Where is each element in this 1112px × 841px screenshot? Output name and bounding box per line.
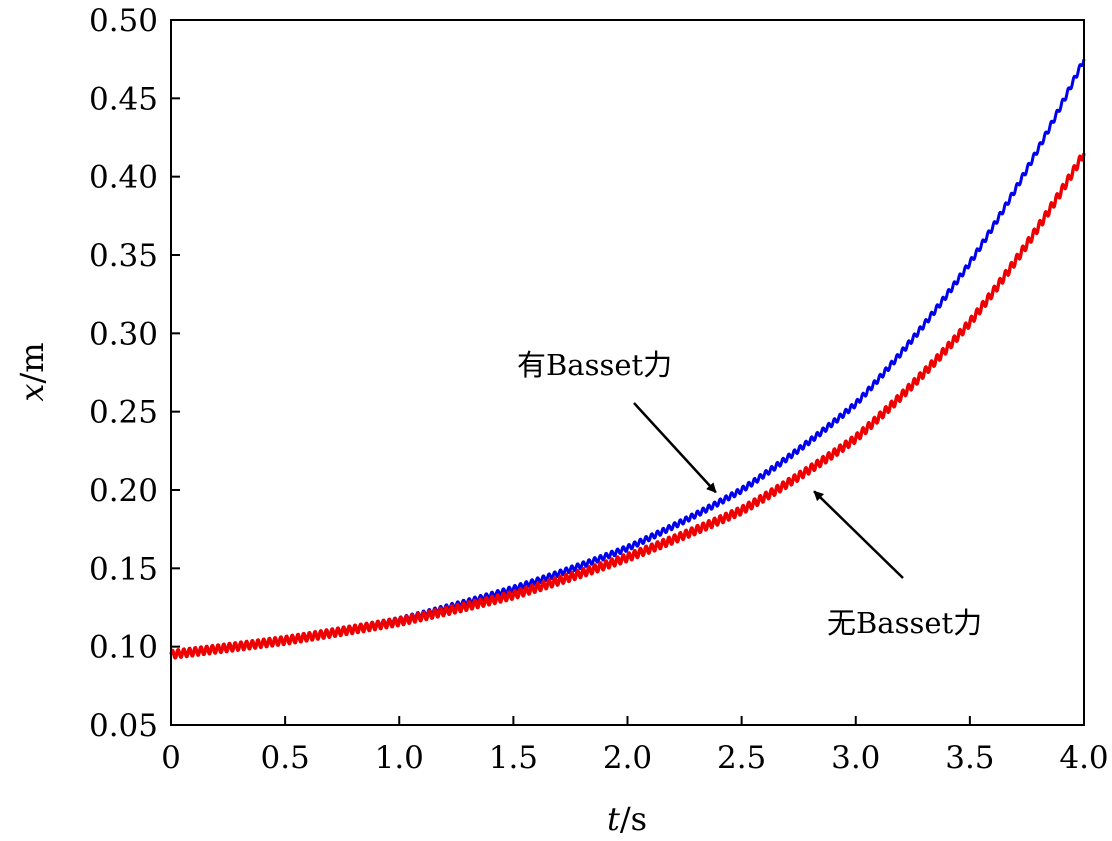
x-tick-label: 3.5	[945, 740, 994, 776]
annotation-arrow-with-basset	[633, 402, 717, 494]
y-tick-label: 0.40	[89, 160, 158, 196]
annotation-with-basset: 有Basset力	[517, 348, 672, 382]
x-tick-label: 2.0	[603, 740, 652, 776]
y-axis-title: x/m	[13, 342, 51, 401]
y-tick-label: 0.05	[89, 708, 158, 744]
x-tick-label: 4.0	[1059, 740, 1108, 776]
y-tick-label: 0.35	[89, 238, 158, 274]
y-tick-label: 0.15	[89, 551, 158, 587]
tick-layer: 0 0.5 1.0 1.5 2.0 2.5 3.0 3.5 4.0 0.05 0.10 0.15 0.2…	[89, 3, 1109, 776]
y-axis-variable: x	[13, 384, 51, 402]
y-tick-label: 0.50	[89, 3, 158, 39]
x-axis-unit: /s	[620, 800, 647, 838]
y-tick-label: 0.20	[89, 473, 158, 509]
x-tick-label: 3.0	[831, 740, 880, 776]
x-axis-variable: t	[607, 800, 620, 838]
x-tick-label: 1.0	[375, 740, 424, 776]
y-tick-label: 0.30	[89, 316, 158, 352]
y-tick-label: 0.45	[89, 81, 158, 117]
annotation-without-basset: 无Basset力	[827, 606, 982, 640]
y-tick-label: 0.10	[89, 630, 158, 666]
x-tick-label: 0	[161, 740, 181, 776]
annotation-arrow-without-basset	[813, 490, 904, 579]
y-tick-label: 0.25	[89, 395, 158, 431]
x-tick-label: 2.5	[717, 740, 766, 776]
x-tick-label: 1.5	[489, 740, 538, 776]
series-line-2	[169, 152, 1086, 660]
x-tick-label: 0.5	[260, 740, 309, 776]
y-axis-unit: /m	[13, 342, 51, 383]
x-axis-title: t/s	[607, 800, 647, 838]
series-layer	[169, 58, 1086, 660]
